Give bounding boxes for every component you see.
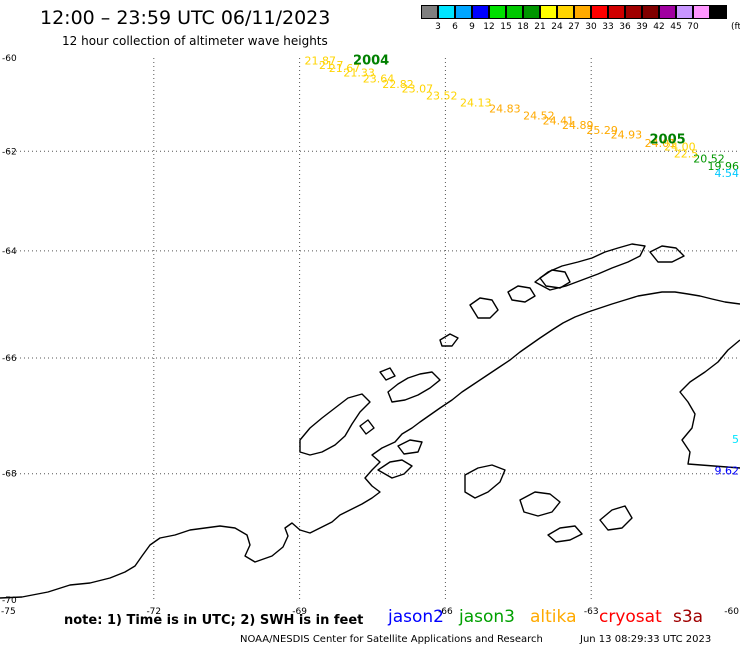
legend-label: 42 — [653, 22, 665, 32]
legend-swatch — [421, 5, 438, 19]
legend-swatch — [540, 5, 557, 19]
swh-reading-label: 24.52 — [523, 110, 555, 123]
glacier-outline-south — [377, 439, 423, 479]
swh-reading-label: 24.93 — [611, 129, 643, 142]
satellite-name: jason2 — [388, 607, 444, 627]
track-time-label: 2004 — [353, 53, 389, 68]
legend-label: 27 — [568, 22, 580, 32]
legend-label: 12 — [483, 22, 495, 32]
swh-reading-label: 21.7 — [319, 59, 344, 72]
latitude-tick-label: -70 — [2, 596, 17, 606]
longitude-tick-label: -69 — [292, 607, 307, 617]
swh-reading-label: 9.62 — [715, 465, 740, 478]
track-time-label: 2005 — [650, 132, 686, 147]
swh-readings: 21.8721.721.6721.3323.6422.8223.0723.522… — [304, 54, 739, 477]
legend-swatch — [676, 5, 693, 19]
antarctic-peninsula-coastline — [0, 291, 740, 599]
satellite-name: altika — [530, 607, 577, 627]
peninsula-eastern-shelf — [679, 339, 740, 469]
swh-reading-label: 21.87 — [304, 54, 336, 67]
satellite-name: cryosat — [599, 607, 662, 627]
legend-swatch — [710, 5, 727, 19]
swh-reading-label: 23.52 — [426, 90, 458, 103]
legend-label: 18 — [517, 22, 529, 32]
legend-label: 33 — [602, 22, 614, 32]
legend-swatch — [523, 5, 540, 19]
weddell-coast-segment — [547, 505, 633, 543]
larsen-shelf-outline — [464, 464, 561, 517]
coastline — [0, 243, 740, 599]
legend-swatch — [693, 5, 710, 19]
swh-reading-label: 25.29 — [586, 124, 618, 137]
longitude-tick-label: -60 — [724, 607, 739, 617]
legend-swatch — [591, 5, 608, 19]
legend-label: 70 — [687, 22, 699, 32]
track-time-labels: 2004 2005 — [353, 53, 686, 147]
swh-reading-label: 24.89 — [562, 119, 594, 132]
legend-label: 24 — [551, 22, 563, 32]
legend-label: 36 — [619, 22, 631, 32]
legend-label: 15 — [500, 22, 512, 32]
legend-swatch — [489, 5, 506, 19]
peninsula-west-islands — [359, 333, 459, 435]
map-title: 12:00 – 23:59 UTC 06/11/2023 — [40, 7, 331, 29]
swh-reading-label: 22.82 — [382, 78, 414, 91]
map-subtitle: 12 hour collection of altimeter wave hei… — [62, 34, 328, 48]
swh-reading-label: 21.67 — [329, 62, 361, 75]
latitude-tick-label: -64 — [2, 247, 17, 257]
latitude-tick-label: -60 — [2, 54, 17, 64]
legend-label: 45 — [670, 22, 682, 32]
swh-reading-label: 20.52 — [693, 153, 725, 166]
latitude-tick-label: -66 — [2, 354, 17, 364]
swh-reading-label: 23.64 — [363, 72, 395, 85]
longitude-tick-label: -72 — [146, 607, 161, 617]
legend-swatch — [455, 5, 472, 19]
longitude-tick-label: -75 — [1, 607, 16, 617]
swh-reading-label: 19.96 — [708, 160, 740, 173]
legend-unit-label: (ft) — [731, 22, 740, 32]
footnote: note: 1) Time is in UTC; 2) SWH is in fe… — [64, 613, 364, 628]
adelaide-island-coast — [387, 371, 441, 403]
latitude-tick-label: -62 — [2, 147, 17, 157]
swh-reading-label: 24.13 — [460, 97, 492, 110]
satellite-name: s3a — [673, 607, 704, 627]
swh-reading-label: 5 — [732, 433, 739, 446]
axis-ticks: -75 -72 -69 -66 -63 -60 -60 -62 -64 -66 -68 -70 — [1, 54, 739, 617]
graticule — [8, 58, 737, 600]
legend-label: 3 — [435, 22, 441, 32]
legend-swatch — [625, 5, 642, 19]
legend-label: 30 — [585, 22, 597, 32]
legend-swatch — [557, 5, 574, 19]
legend-label: 39 — [636, 22, 648, 32]
swh-reading-label: 24.41 — [543, 114, 575, 127]
legend-swatch — [659, 5, 676, 19]
generated-timestamp: Jun 13 08:29:33 UTC 2023 — [580, 634, 712, 645]
legend-swatch — [438, 5, 455, 19]
legend-swatch — [574, 5, 591, 19]
longitude-tick-label: -66 — [438, 607, 453, 617]
swh-reading-label: 24.01 — [645, 137, 677, 150]
legend-label: 21 — [534, 22, 546, 32]
legend-label: 9 — [469, 22, 475, 32]
legend-swatch — [506, 5, 523, 19]
legend-swatch — [608, 5, 625, 19]
swh-reading-label: 24.00 — [664, 140, 696, 153]
island-chain-north — [469, 269, 571, 319]
swh-reading-label: 21.33 — [343, 67, 375, 80]
latitude-tick-label: -68 — [2, 470, 17, 480]
longitude-tick-label: -63 — [584, 607, 599, 617]
legend-swatch — [472, 5, 489, 19]
swh-reading-label: 4.54 — [715, 167, 740, 180]
swh-reading-label: 23.07 — [402, 83, 434, 96]
swh-reading-label: 22.5 — [674, 148, 699, 161]
legend-swatch — [642, 5, 659, 19]
credit-line: NOAA/NESDIS Center for Satellite Applica… — [240, 634, 543, 645]
legend-label: 6 — [452, 22, 458, 32]
south-shetland-coast — [534, 243, 685, 291]
swh-reading-label: 24.83 — [489, 103, 521, 116]
alexander-island-coast — [299, 393, 371, 456]
satellite-name: jason3 — [459, 607, 515, 627]
